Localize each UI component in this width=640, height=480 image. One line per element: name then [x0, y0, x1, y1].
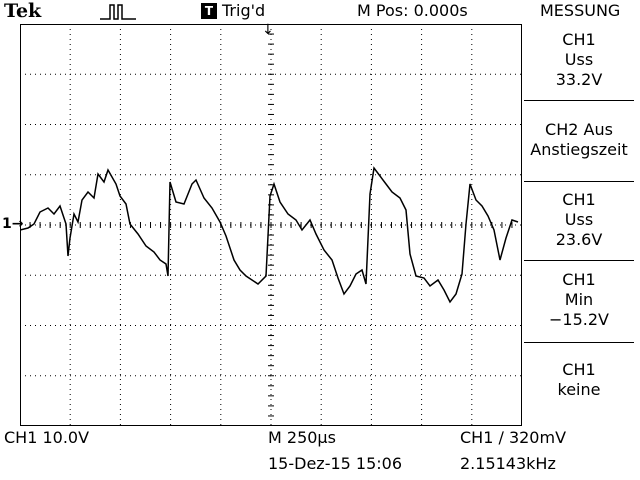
menu-separator	[524, 181, 634, 183]
measurement-3-type: Uss	[564, 210, 594, 229]
measurement-2-type: Anstiegszeit	[530, 140, 628, 159]
ch1-ground-marker: 1→	[2, 216, 24, 232]
menu-separator	[524, 342, 634, 344]
brand-logo: Tek	[4, 0, 42, 22]
measurement-5[interactable]: CH1 keine	[524, 360, 634, 400]
measurement-4-source: CH1	[562, 270, 596, 289]
menu-separator	[524, 260, 634, 262]
measurement-4-value: −15.2V	[549, 310, 609, 329]
measurement-3[interactable]: CH1 Uss 23.6V	[524, 190, 634, 250]
measurement-1-source: CH1	[562, 30, 596, 49]
measurement-4[interactable]: CH1 Min −15.2V	[524, 270, 634, 330]
datetime: 15-Dez-15 15:06	[268, 454, 403, 473]
measurement-3-source: CH1	[562, 190, 596, 209]
trigger-position-icon: ↓	[262, 22, 274, 38]
frequency: 2.15143kHz	[460, 454, 556, 473]
menu-separator	[524, 100, 634, 102]
graticule	[19, 23, 522, 426]
measurement-1[interactable]: CH1 Uss 33.2V	[524, 30, 634, 90]
measurement-2-source: CH2 Aus	[545, 120, 613, 139]
trigger-icon: T	[201, 3, 217, 19]
measurement-3-value: 23.6V	[555, 230, 603, 249]
measurement-5-source: CH1	[562, 360, 596, 379]
footer-status: CH1 10.0V M 250µs CH1 ∕ 320mV 15-Dez-15 …	[0, 426, 640, 480]
measurement-1-value: 33.2V	[555, 70, 603, 89]
measurement-1-type: Uss	[564, 50, 594, 69]
ch1-vertical-scale: CH1 10.0V	[4, 428, 90, 447]
measure-menu-title: MESSUNG	[540, 1, 621, 20]
acquire-pulse-icon	[100, 4, 136, 20]
measurement-4-type: Min	[564, 290, 594, 309]
trigger-level: CH1 ∕ 320mV	[460, 428, 567, 447]
trigger-status: Trig'd	[222, 1, 266, 20]
measurement-2[interactable]: CH2 Aus Anstiegszeit	[524, 120, 634, 160]
waveform-display	[19, 23, 522, 426]
measure-menu: CH1 Uss 33.2V CH2 Aus Anstiegszeit CH1 U…	[522, 24, 640, 426]
measurement-5-type: keine	[557, 380, 601, 399]
status-bar: Tek T Trig'd M Pos: 0.000s MESSUNG	[0, 0, 640, 22]
horizontal-position: M Pos: 0.000s	[357, 1, 468, 20]
timebase: M 250µs	[268, 428, 336, 447]
ch1-waveform-trace	[19, 166, 519, 304]
